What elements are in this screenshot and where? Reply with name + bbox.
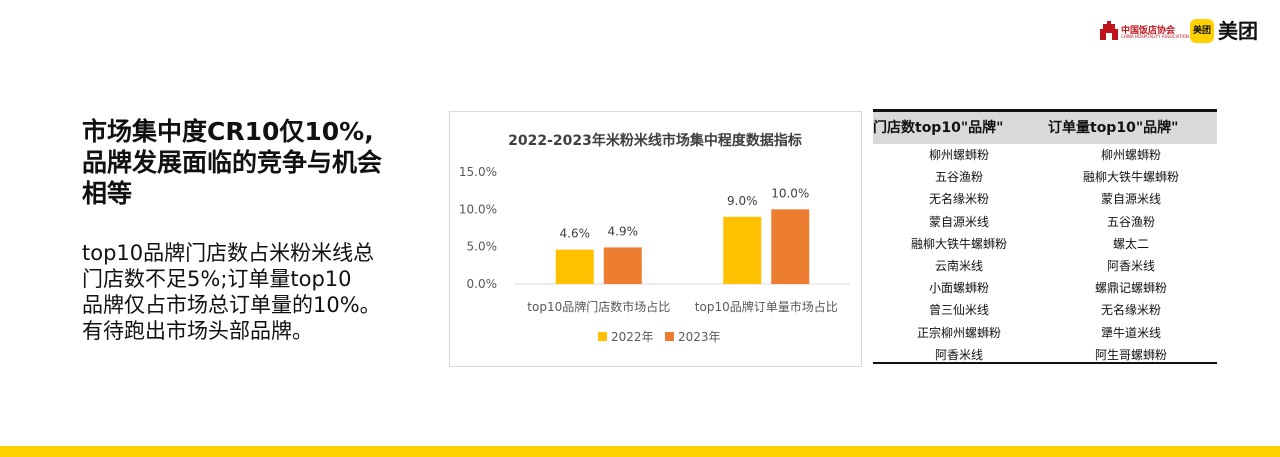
table-row: 阿香米线 阿生哥螺蛳粉 bbox=[873, 344, 1217, 366]
bar-2023 bbox=[603, 247, 642, 284]
table-header-orders: 订单量top10"品牌" bbox=[1048, 120, 1179, 136]
table-row: 柳州螺蛳粉 柳州螺蛳粉 bbox=[873, 144, 1217, 166]
table-row: 正宗柳州螺蛳粉 犟牛道米线 bbox=[873, 322, 1217, 344]
order-brand-cell: 融柳大铁牛螺蛳粉 bbox=[1082, 170, 1179, 185]
store-brand-cell: 云南米线 bbox=[934, 258, 983, 273]
bar-2023 bbox=[771, 209, 810, 284]
table-row: 蒙自源米线 五谷渔粉 bbox=[873, 211, 1217, 233]
y-tick-label: 10.0% bbox=[459, 202, 497, 216]
store-brand-cell: 曾三仙米线 bbox=[928, 303, 989, 318]
legend-swatch bbox=[665, 332, 674, 341]
meituan-wordmark: 美团 bbox=[1218, 19, 1258, 43]
meituan-badge-icon: 美团 bbox=[1190, 19, 1214, 43]
store-brand-cell: 阿香米线 bbox=[934, 347, 983, 362]
market-concentration-chart: 2022-2023年米粉米线市场集中程度数据指标 0.0% 5.0% 10.0% 15.… bbox=[449, 111, 862, 367]
association-name: 中国饭店协会 bbox=[1121, 26, 1176, 36]
bar-value-label: 4.6% bbox=[560, 227, 591, 241]
y-tick-label: 0.0% bbox=[467, 277, 498, 291]
table-row: 无名缘米粉 蒙自源米线 bbox=[873, 188, 1217, 210]
order-brand-cell: 无名缘米粉 bbox=[1100, 303, 1161, 318]
y-tick-label: 5.0% bbox=[467, 240, 498, 254]
slide-body-text: top10品牌门店数占米粉米线总 门店数不足5%;订单量top10 品牌仅占市场… bbox=[82, 240, 452, 344]
order-brand-cell: 犟牛道米线 bbox=[1100, 325, 1161, 340]
legend-swatch bbox=[598, 332, 607, 341]
meituan-logo: 美团 美团 bbox=[1190, 17, 1270, 45]
store-brand-cell: 柳州螺蛳粉 bbox=[928, 148, 989, 162]
bar-2022 bbox=[555, 249, 594, 284]
table-header-stores: 门店数top10"品牌" bbox=[873, 120, 1004, 136]
order-brand-cell: 柳州螺蛳粉 bbox=[1100, 148, 1161, 162]
y-tick-label: 15.0% bbox=[459, 165, 497, 179]
legend-label: 2022年 bbox=[611, 330, 654, 344]
table-row: 融柳大铁牛螺蛳粉 螺太二 bbox=[873, 233, 1217, 255]
table-bottom-rule bbox=[873, 362, 1217, 364]
table-body: 柳州螺蛳粉 柳州螺蛳粉 五谷渔粉 融柳大铁牛螺蛳粉 无名缘米粉 蒙自源米线 蒙自源米线 五谷渔… bbox=[873, 144, 1217, 366]
order-brand-cell: 螺鼎记螺蛳粉 bbox=[1094, 281, 1167, 296]
order-brand-cell: 阿生哥螺蛳粉 bbox=[1094, 347, 1167, 362]
bar-value-label: 4.9% bbox=[608, 224, 639, 238]
store-brand-cell: 无名缘米粉 bbox=[928, 192, 989, 207]
store-brand-cell: 蒙自源米线 bbox=[928, 214, 989, 229]
china-hospitality-association-logo: 中国饭店协会 CHINA HOSPITALITY ASSOCIATION bbox=[1098, 18, 1189, 44]
order-brand-cell: 五谷渔粉 bbox=[1106, 214, 1155, 229]
bottom-accent-bar bbox=[0, 446, 1280, 457]
bar-2022 bbox=[723, 216, 762, 284]
table-row: 云南米线 阿香米线 bbox=[873, 255, 1217, 277]
order-brand-cell: 螺太二 bbox=[1112, 236, 1149, 251]
body-line: 有待跑出市场头部品牌。 bbox=[82, 319, 313, 343]
headline-line: 相等 bbox=[82, 179, 133, 208]
x-tick-label: top10品牌门店数市场占比 bbox=[527, 299, 670, 314]
store-brand-cell: 正宗柳州螺蛳粉 bbox=[916, 325, 1001, 340]
chart-title: 2022-2023年米粉米线市场集中程度数据指标 bbox=[508, 132, 802, 149]
body-line: 品牌仅占市场总订单量的10%。 bbox=[82, 293, 381, 317]
body-line: top10品牌门店数占米粉米线总 bbox=[82, 241, 375, 265]
body-line: 门店数不足5%;订单量top10 bbox=[82, 267, 352, 291]
bar-value-label: 9.0% bbox=[727, 194, 758, 208]
table-header: 门店数top10"品牌" 订单量top10"品牌" bbox=[873, 112, 1217, 144]
association-emblem-icon bbox=[1100, 21, 1118, 40]
table-row: 五谷渔粉 融柳大铁牛螺蛳粉 bbox=[873, 166, 1217, 188]
order-brand-cell: 阿香米线 bbox=[1106, 258, 1155, 273]
store-brand-cell: 小面螺蛳粉 bbox=[928, 281, 989, 296]
table-row: 曾三仙米线 无名缘米粉 bbox=[873, 299, 1217, 321]
association-sub-name: CHINA HOSPITALITY ASSOCIATION bbox=[1121, 34, 1189, 39]
bar-value-label: 10.0% bbox=[771, 186, 809, 200]
top10-brands-table: 门店数top10"品牌" 订单量top10"品牌" 柳州螺蛳粉 柳州螺蛳粉五谷渔粉… bbox=[873, 109, 1217, 365]
slide-headline: 市场集中度CR10仅10%, 品牌发展面临的竞争与机会 相等 bbox=[82, 116, 442, 209]
headline-line: 市场集中度CR10仅10%, bbox=[82, 117, 374, 146]
chart-canvas: 2022-2023年米粉米线市场集中程度数据指标 0.0% 5.0% 10.0% 15.… bbox=[459, 132, 850, 344]
headline-line: 品牌发展面临的竞争与机会 bbox=[82, 148, 383, 177]
x-tick-label: top10品牌订单量市场占比 bbox=[695, 299, 838, 314]
table-top-rule bbox=[873, 109, 1217, 112]
table-row: 小面螺蛳粉 螺鼎记螺蛳粉 bbox=[873, 277, 1217, 299]
order-brand-cell: 蒙自源米线 bbox=[1100, 192, 1161, 207]
store-brand-cell: 五谷渔粉 bbox=[934, 170, 983, 185]
store-brand-cell: 融柳大铁牛螺蛳粉 bbox=[910, 236, 1007, 251]
legend-label: 2023年 bbox=[678, 330, 721, 344]
